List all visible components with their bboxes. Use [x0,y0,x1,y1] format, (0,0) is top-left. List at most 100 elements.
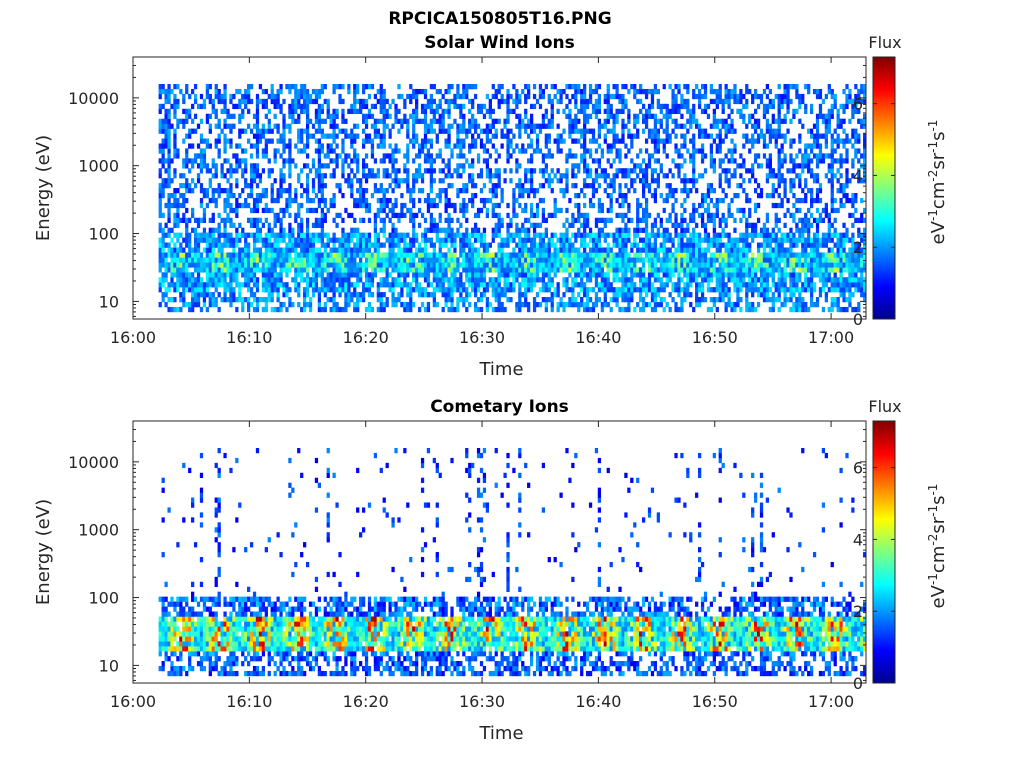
heatmap-cell [677,108,681,115]
heatmap-cell [618,292,622,298]
heatmap-cell [185,163,189,169]
heatmap-cell [173,272,177,278]
heatmap-cell [565,93,569,100]
heatmap-cell [270,93,274,100]
heatmap-cell [612,113,616,119]
heatmap-cell [400,262,404,268]
heatmap-cell [650,153,655,159]
heatmap-cell [583,282,587,288]
heatmap-cell [347,163,351,169]
heatmap-cell [335,163,339,169]
heatmap-cell [335,212,339,219]
heatmap-cell [252,232,257,238]
heatmap-cell [515,242,519,248]
heatmap-cell [173,128,177,134]
heatmap-cell [356,252,360,258]
heatmap-cell [238,128,242,134]
heatmap-cell [344,252,348,258]
heatmap-cell [226,237,230,243]
heatmap-cell [647,277,652,283]
heatmap-cell [541,237,546,243]
heatmap-cell [547,93,551,100]
heatmap-cell [529,158,534,164]
heatmap-cell [294,282,298,288]
heatmap-cell [609,232,613,238]
heatmap-cell [229,98,233,105]
heatmap-cell [199,202,204,209]
heatmap-cell [594,138,599,144]
heatmap-cell [532,301,537,308]
heatmap-cell [229,242,233,248]
heatmap-cell [196,163,201,169]
heatmap-cell [541,197,546,204]
heatmap-cell [415,262,419,268]
heatmap-cell [217,252,221,258]
heatmap-cell [529,143,534,149]
heatmap-cell [267,108,271,115]
heatmap-cell [415,153,419,159]
heatmap-cell [308,133,313,139]
heatmap-cell [223,292,227,298]
heatmap-cell [417,252,422,258]
heatmap-cell [167,287,171,293]
heatmap-cell [565,252,569,258]
heatmap-cell [326,242,330,248]
heatmap-cell [279,252,283,258]
heatmap-cell [432,277,436,283]
heatmap-cell [238,262,242,268]
heatmap-cell [258,232,263,238]
heatmap-cell [226,188,230,194]
heatmap-cell [571,232,575,238]
heatmap-cell [185,237,189,243]
heatmap-cell [394,267,398,273]
heatmap-cell [456,168,460,174]
heatmap-cell [344,158,348,164]
heatmap-cell [273,178,277,184]
heatmap-cell [303,301,307,308]
heatmap-cell [326,262,330,268]
heatmap-cell [347,267,351,273]
heatmap-cell [420,188,425,194]
heatmap-cell [686,242,690,248]
heatmap-cell [314,108,319,115]
heatmap-cell [397,257,401,263]
heatmap-cell [695,262,699,268]
heatmap-cell [353,242,357,248]
heatmap-cell [665,192,669,199]
heatmap-cell [562,188,566,194]
heatmap-cell [217,292,221,298]
heatmap-cell [689,257,693,263]
heatmap-cell [223,202,227,209]
heatmap-cell [482,282,487,288]
heatmap-cell [273,237,277,243]
heatmap-cell [376,267,380,273]
heatmap-cell [683,84,687,90]
heatmap-cell [335,267,339,273]
heatmap-cell [435,118,439,124]
heatmap-cell [188,252,192,258]
heatmap-cell [680,306,684,313]
heatmap-cell [161,247,165,253]
heatmap-cell [577,168,581,174]
heatmap-cell [597,108,602,115]
heatmap-cell [583,237,587,243]
heatmap-cell [229,282,233,288]
heatmap-cell [276,98,280,105]
heatmap-cell [641,88,646,95]
heatmap-cell [229,297,233,303]
heatmap-cell [300,306,304,313]
heatmap-cell [506,257,510,263]
heatmap-cell [488,197,492,204]
heatmap-cell [703,277,708,283]
heatmap-cell [700,217,705,224]
heatmap-cell [205,262,210,268]
heatmap-cell [323,232,327,238]
heatmap-cell [214,138,218,144]
heatmap-cell [562,173,566,179]
heatmap-cell [653,277,658,283]
heatmap-cell [167,202,171,209]
heatmap-cell [226,262,230,268]
heatmap-cell [176,282,180,288]
heatmap-cell [353,262,357,268]
heatmap-cell [323,163,327,169]
